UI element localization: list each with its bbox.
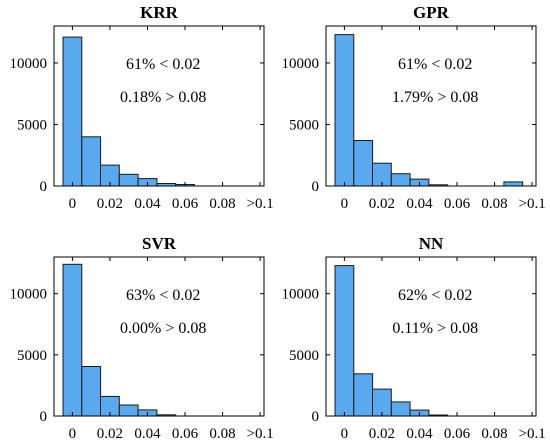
histogram-bar (81, 136, 102, 187)
x-tick-label: 0.04 (134, 196, 161, 212)
x-tick-label: 0.06 (444, 196, 471, 212)
y-tick-label: 10000 (10, 287, 48, 303)
histogram-bar (353, 140, 374, 187)
histogram-bar (62, 263, 83, 417)
y-tick-label: 10000 (282, 56, 320, 72)
panel-svr: 0 5000 10000 0 0.02 0.04 0.06 0.08 >0.1 SVR 63% < … (10, 234, 274, 442)
x-tick-label: 0.08 (209, 196, 235, 212)
y-tick-label: 5000 (17, 348, 47, 364)
y-tick-label: 0 (312, 179, 320, 195)
histogram-bar (334, 34, 355, 187)
histogram-bar (390, 401, 411, 417)
y-tick-label: 5000 (289, 348, 319, 364)
histogram-bar (503, 181, 524, 187)
annotation-text: 61% < 0.02 (398, 56, 472, 73)
y-tick-label: 5000 (289, 118, 319, 134)
histogram-bar (334, 265, 355, 417)
y-tick-label: 10000 (10, 56, 48, 72)
annotation-text: 61% < 0.02 (126, 56, 200, 73)
y-tick-label: 0 (40, 179, 48, 195)
panel-title: NN (419, 234, 444, 253)
x-tick-label: >0.1 (518, 426, 545, 442)
axes-frame (325, 256, 537, 417)
x-tick-label: >0.1 (518, 196, 545, 212)
x-tick-label: 0.08 (481, 196, 507, 212)
x-tick-label: 0 (69, 196, 77, 212)
x-tick-label: 0.06 (172, 196, 199, 212)
x-tick-label: 0 (341, 426, 349, 442)
x-tick-label: >0.1 (246, 426, 273, 442)
y-tick-label: 5000 (17, 118, 47, 134)
y-tick-label: 0 (312, 409, 320, 425)
axes-frame (53, 25, 265, 187)
x-tick-label: 0.02 (97, 196, 123, 212)
x-tick-label: 0 (341, 196, 349, 212)
axes-frame (53, 256, 265, 417)
panel-title: SVR (142, 234, 177, 253)
annotation-text: 1.79% > 0.08 (392, 89, 478, 106)
x-tick-label: 0 (69, 426, 77, 442)
axes-frame (325, 25, 537, 187)
histogram-bar (372, 388, 392, 417)
x-tick-label: 0.06 (172, 426, 199, 442)
x-tick-label: 0.02 (369, 196, 395, 212)
histogram-bar (353, 373, 374, 417)
histogram-bar (390, 173, 411, 187)
x-tick-label: 0.04 (406, 426, 433, 442)
x-tick-label: 0.08 (481, 426, 507, 442)
annotation-text: 63% < 0.02 (126, 287, 200, 304)
x-tick-label: 0.06 (444, 426, 471, 442)
y-tick-label: 0 (40, 409, 48, 425)
x-tick-label: 0.08 (209, 426, 235, 442)
x-tick-label: 0.02 (369, 426, 395, 442)
x-tick-label: 0.02 (97, 426, 123, 442)
panel-title: GPR (413, 3, 450, 22)
histogram-bar (118, 404, 139, 417)
annotation-text: 0.00% > 0.08 (120, 320, 206, 337)
x-tick-label: 0.04 (134, 426, 161, 442)
annotation-text: 0.18% > 0.08 (120, 89, 206, 106)
histogram-bar (118, 173, 139, 187)
panel-title: KRR (140, 3, 179, 22)
x-tick-label: 0.04 (406, 196, 433, 212)
annotation-text: 0.11% > 0.08 (392, 320, 478, 337)
panel-nn: 0 5000 10000 0 0.02 0.04 0.06 0.08 >0.1 NN 62% < 0… (282, 234, 546, 442)
histogram-bar (62, 36, 83, 187)
panel-krr: 0 5000 10000 0 0.02 0.04 0.06 0.08 >0.1 KRR 61% < … (10, 3, 274, 212)
y-tick-label: 10000 (282, 287, 320, 303)
x-tick-label: >0.1 (246, 196, 273, 212)
annotation-text: 62% < 0.02 (398, 287, 472, 304)
panel-gpr: 0 5000 10000 0 0.02 0.04 0.06 0.08 >0.1 GPR 61% < … (282, 3, 546, 212)
histogram-bar (81, 366, 102, 417)
